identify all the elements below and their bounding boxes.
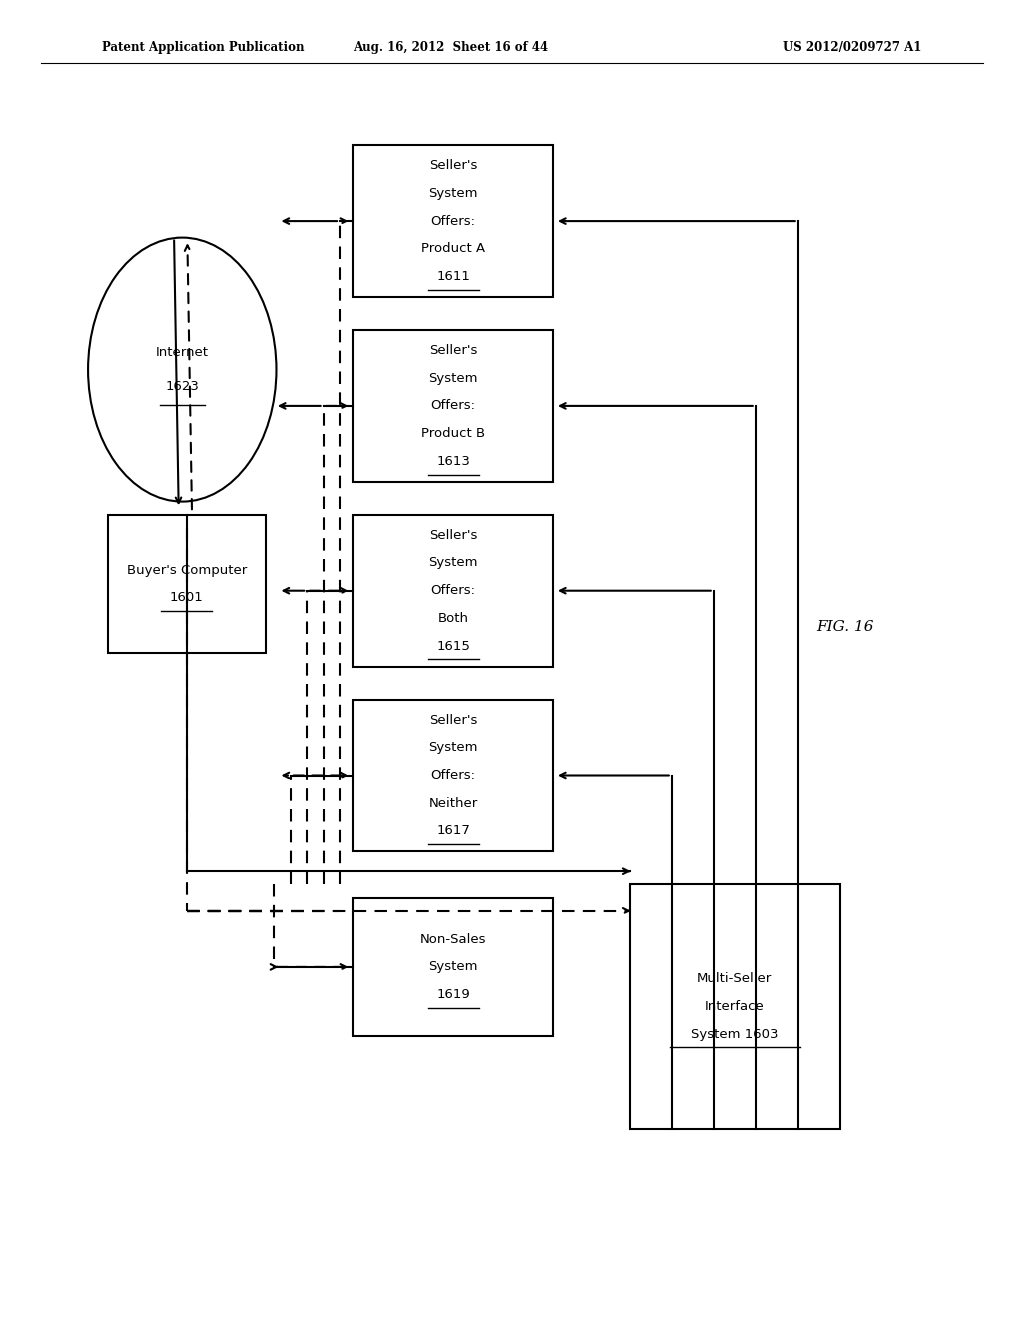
Bar <box>353 700 553 851</box>
Text: 1601: 1601 <box>170 591 204 605</box>
Text: 1615: 1615 <box>436 640 470 652</box>
FancyArrowPatch shape <box>184 246 191 510</box>
FancyArrowPatch shape <box>284 587 304 594</box>
Ellipse shape <box>88 238 276 502</box>
FancyArrowPatch shape <box>560 587 711 594</box>
Text: Seller's: Seller's <box>429 160 477 172</box>
Text: Offers:: Offers: <box>431 215 475 227</box>
FancyArrowPatch shape <box>280 403 321 409</box>
Text: Neither: Neither <box>428 797 478 809</box>
Text: Patent Application Publication: Patent Application Publication <box>102 41 305 54</box>
FancyArrowPatch shape <box>278 964 346 970</box>
Text: Interface: Interface <box>705 1001 765 1012</box>
FancyArrowPatch shape <box>623 908 629 913</box>
Text: Multi-Seller: Multi-Seller <box>697 973 772 985</box>
Text: System: System <box>428 372 478 384</box>
Text: 1611: 1611 <box>436 271 470 282</box>
Bar <box>353 898 553 1036</box>
Text: Non-Sales: Non-Sales <box>420 933 486 945</box>
FancyArrowPatch shape <box>560 403 753 409</box>
Text: US 2012/0209727 A1: US 2012/0209727 A1 <box>783 41 922 54</box>
FancyArrowPatch shape <box>174 240 181 503</box>
Text: Seller's: Seller's <box>429 529 477 541</box>
FancyArrowPatch shape <box>294 772 346 779</box>
Text: System: System <box>428 187 478 199</box>
Text: System: System <box>428 742 478 754</box>
FancyArrowPatch shape <box>341 218 346 224</box>
Text: 1617: 1617 <box>436 825 470 837</box>
Text: System: System <box>428 557 478 569</box>
Text: Seller's: Seller's <box>429 714 477 726</box>
Text: Offers:: Offers: <box>431 400 475 412</box>
Text: 1623: 1623 <box>165 380 200 393</box>
Text: 1619: 1619 <box>436 989 470 1001</box>
Text: 1613: 1613 <box>436 455 470 467</box>
Text: Both: Both <box>437 612 469 624</box>
Text: Seller's: Seller's <box>429 345 477 356</box>
Text: Aug. 16, 2012  Sheet 16 of 44: Aug. 16, 2012 Sheet 16 of 44 <box>353 41 548 54</box>
Text: Product B: Product B <box>421 428 485 440</box>
Text: Offers:: Offers: <box>431 770 475 781</box>
Text: Internet: Internet <box>156 346 209 359</box>
FancyArrowPatch shape <box>270 964 278 970</box>
Text: FIG. 16: FIG. 16 <box>816 620 873 634</box>
Bar <box>353 330 553 482</box>
Text: Product A: Product A <box>421 243 485 255</box>
FancyArrowPatch shape <box>284 772 289 779</box>
Text: System 1603: System 1603 <box>691 1028 778 1040</box>
Text: Buyer's Computer: Buyer's Computer <box>127 564 247 577</box>
FancyArrowPatch shape <box>327 403 346 409</box>
Bar <box>353 145 553 297</box>
Bar <box>353 515 553 667</box>
FancyArrowPatch shape <box>560 772 669 779</box>
Text: System: System <box>428 961 478 973</box>
Text: Offers:: Offers: <box>431 585 475 597</box>
FancyArrowPatch shape <box>623 869 629 874</box>
FancyArrowPatch shape <box>284 218 337 224</box>
Bar <box>630 884 840 1129</box>
FancyArrowPatch shape <box>560 218 795 224</box>
Bar <box>108 515 266 653</box>
FancyArrowPatch shape <box>310 587 346 594</box>
